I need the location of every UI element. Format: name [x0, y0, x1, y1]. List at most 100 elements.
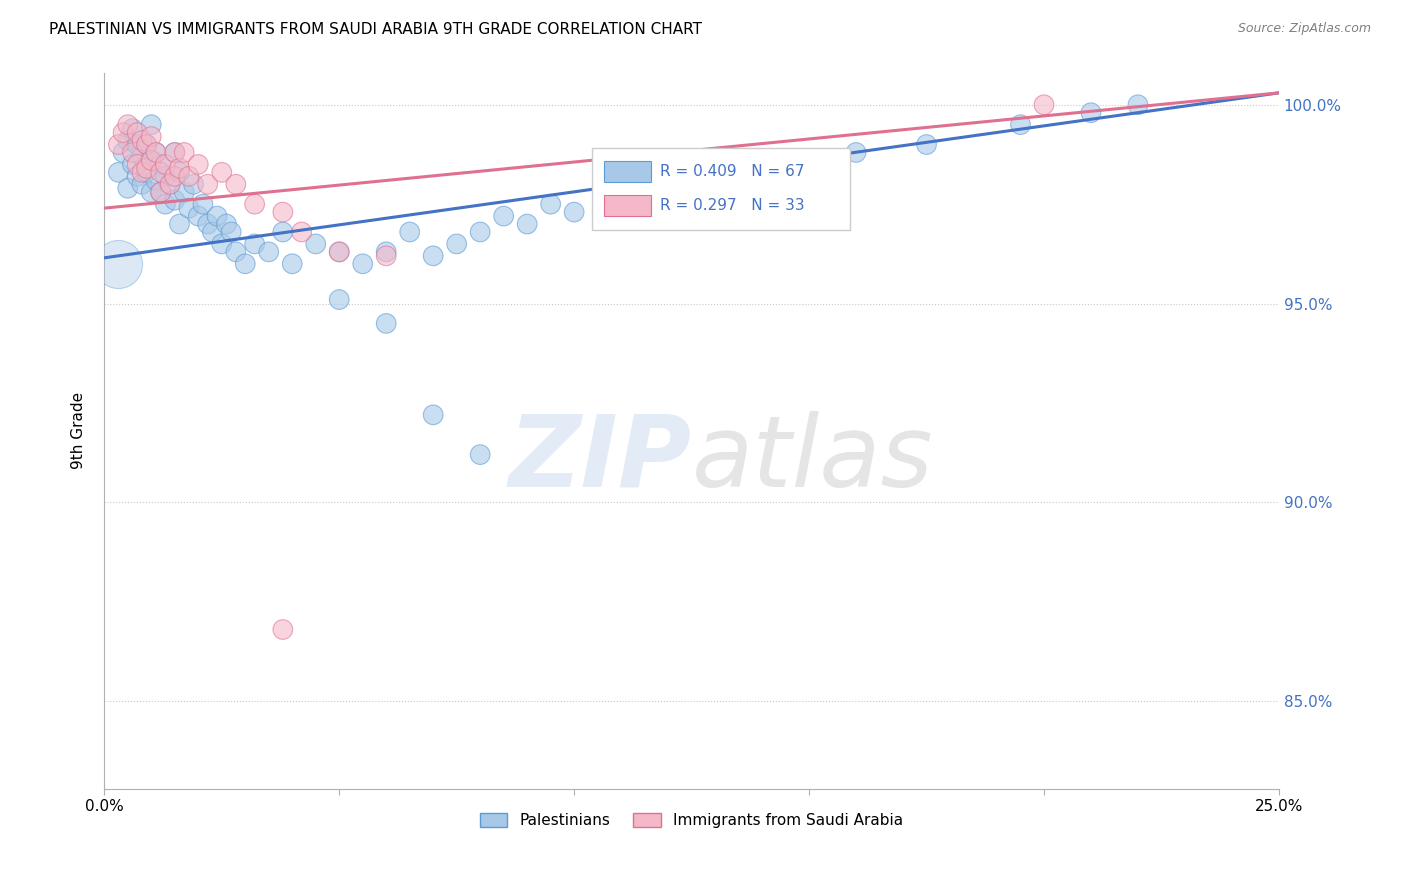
- Point: [446, 236, 468, 251]
- Point: [149, 186, 172, 200]
- Point: [328, 293, 350, 307]
- Point: [197, 217, 219, 231]
- Point: [163, 169, 186, 184]
- Point: [149, 157, 172, 171]
- Point: [145, 145, 167, 160]
- Point: [131, 165, 153, 179]
- Point: [149, 165, 172, 179]
- Point: [141, 153, 163, 168]
- Point: [243, 236, 266, 251]
- Point: [177, 169, 200, 184]
- Point: [145, 173, 167, 187]
- Point: [177, 201, 200, 215]
- Y-axis label: 9th Grade: 9th Grade: [72, 392, 86, 469]
- Point: [112, 145, 135, 160]
- Point: [107, 165, 129, 179]
- Point: [135, 137, 157, 152]
- Point: [1080, 105, 1102, 120]
- Point: [107, 137, 129, 152]
- Point: [257, 244, 280, 259]
- Point: [135, 161, 157, 176]
- Point: [540, 197, 562, 211]
- Point: [127, 126, 149, 140]
- Point: [127, 157, 149, 171]
- Point: [398, 225, 420, 239]
- Point: [121, 121, 143, 136]
- Point: [328, 244, 350, 259]
- Point: [215, 217, 238, 231]
- Point: [155, 197, 177, 211]
- Point: [141, 129, 163, 144]
- Point: [219, 225, 242, 239]
- Point: [163, 145, 186, 160]
- Point: [141, 153, 163, 168]
- Point: [516, 217, 538, 231]
- Point: [131, 134, 153, 148]
- Point: [149, 186, 172, 200]
- Point: [422, 249, 444, 263]
- Point: [328, 244, 350, 259]
- Point: [197, 178, 219, 192]
- Point: [375, 249, 398, 263]
- Point: [127, 137, 149, 152]
- Point: [243, 197, 266, 211]
- Point: [145, 145, 167, 160]
- Point: [191, 197, 214, 211]
- Text: ZIP: ZIP: [509, 411, 692, 508]
- Text: Source: ZipAtlas.com: Source: ZipAtlas.com: [1237, 22, 1371, 36]
- Point: [305, 236, 328, 251]
- Point: [159, 178, 181, 192]
- Point: [225, 244, 247, 259]
- Point: [751, 157, 773, 171]
- Point: [657, 178, 679, 192]
- Text: PALESTINIAN VS IMMIGRANTS FROM SAUDI ARABIA 9TH GRADE CORRELATION CHART: PALESTINIAN VS IMMIGRANTS FROM SAUDI ARA…: [49, 22, 702, 37]
- Point: [169, 165, 191, 179]
- Legend: Palestinians, Immigrants from Saudi Arabia: Palestinians, Immigrants from Saudi Arab…: [474, 807, 910, 835]
- Text: R = 0.297   N = 33: R = 0.297 N = 33: [659, 198, 804, 213]
- Point: [352, 257, 374, 271]
- Point: [121, 157, 143, 171]
- Point: [211, 165, 233, 179]
- Point: [159, 178, 181, 192]
- Point: [155, 169, 177, 184]
- Point: [562, 205, 585, 219]
- Point: [470, 448, 492, 462]
- Point: [201, 225, 224, 239]
- Point: [117, 134, 139, 148]
- Point: [155, 157, 177, 171]
- Point: [1010, 118, 1032, 132]
- FancyBboxPatch shape: [592, 148, 851, 230]
- Point: [112, 126, 135, 140]
- Point: [169, 161, 191, 176]
- Point: [135, 165, 157, 179]
- Point: [422, 408, 444, 422]
- Point: [173, 145, 195, 160]
- Point: [135, 137, 157, 152]
- FancyBboxPatch shape: [603, 161, 651, 183]
- Point: [281, 257, 304, 271]
- Point: [173, 186, 195, 200]
- Point: [291, 225, 314, 239]
- Point: [492, 209, 515, 223]
- Point: [225, 178, 247, 192]
- Point: [205, 209, 228, 223]
- Point: [271, 623, 294, 637]
- Point: [163, 193, 186, 207]
- Point: [141, 186, 163, 200]
- Point: [610, 186, 633, 200]
- Point: [117, 118, 139, 132]
- Point: [141, 118, 163, 132]
- Point: [845, 145, 868, 160]
- Point: [121, 145, 143, 160]
- Point: [163, 145, 186, 160]
- Point: [117, 181, 139, 195]
- Point: [375, 244, 398, 259]
- Point: [271, 205, 294, 219]
- Point: [169, 217, 191, 231]
- Point: [375, 317, 398, 331]
- Point: [271, 225, 294, 239]
- Point: [915, 137, 938, 152]
- Point: [127, 169, 149, 184]
- Point: [131, 149, 153, 163]
- Point: [187, 209, 209, 223]
